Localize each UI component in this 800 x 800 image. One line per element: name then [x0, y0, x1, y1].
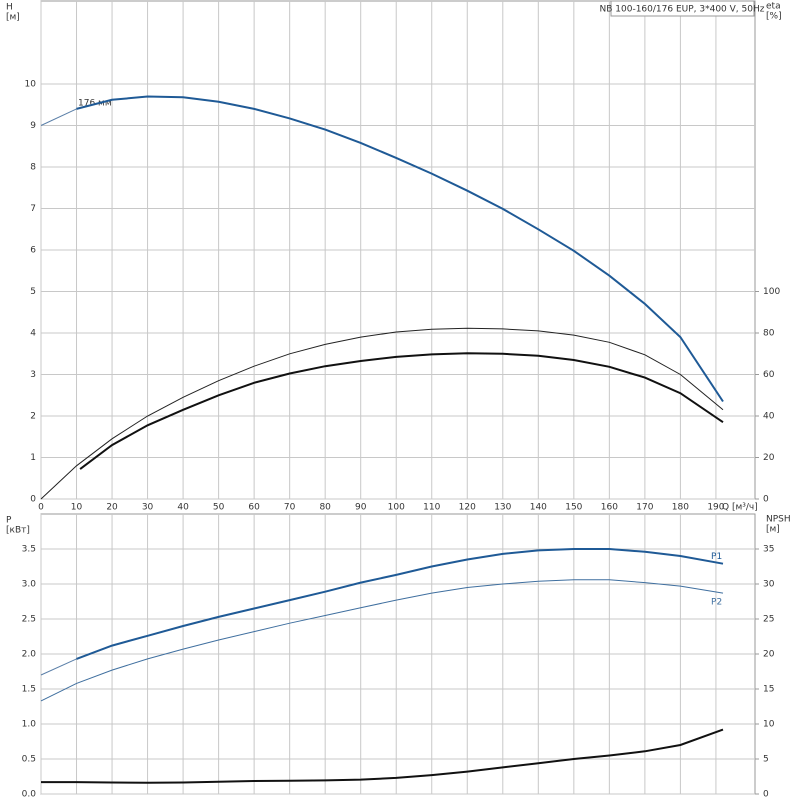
y-tick-label: 4 [30, 329, 36, 339]
series-line [40, 108, 77, 126]
y-axis-unit: [кВт] [6, 526, 30, 536]
y2-axis-unit: [м] [766, 525, 780, 535]
x-tick-label: 110 [423, 503, 440, 513]
series-label: P2 [711, 598, 722, 608]
x-tick-label: 30 [142, 503, 154, 513]
x-tick-label: 60 [248, 503, 260, 513]
x-tick-label: 50 [213, 503, 225, 513]
x-tick-label: 80 [319, 503, 331, 513]
y2-tick-label: 5 [763, 755, 769, 765]
y-tick-label: 2.5 [22, 615, 36, 625]
x-tick-label: 150 [565, 503, 582, 513]
y2-axis-title: eta [766, 2, 781, 12]
y2-tick-label: 0 [763, 495, 769, 505]
x-tick-label: 40 [177, 503, 189, 513]
y-tick-label: 10 [25, 80, 37, 90]
y-tick-label: 2.0 [22, 650, 37, 660]
x-tick-label: 90 [355, 503, 367, 513]
y-tick-label: 9 [30, 121, 36, 131]
y-tick-label: 6 [30, 246, 36, 256]
y2-axis-title: NPSH [766, 515, 791, 525]
x-tick-label: 130 [494, 503, 511, 513]
x-tick-label: 70 [284, 503, 296, 513]
y-axis-title: H [6, 3, 13, 13]
x-tick-label: 0 [38, 503, 44, 513]
y2-tick-label: 15 [763, 685, 774, 695]
y2-tick-label: 80 [763, 329, 775, 339]
x-tick-label: 120 [459, 503, 476, 513]
chart-title: NB 100-160/176 EUP, 3*400 V, 50Hz [600, 5, 765, 15]
x-axis-title: Q [м³/ч] [722, 503, 758, 513]
x-tick-label: 170 [636, 503, 653, 513]
series-line [76, 548, 724, 660]
series-label: P1 [711, 552, 722, 562]
y2-axis-unit: [%] [766, 12, 782, 22]
y2-tick-label: 40 [763, 412, 775, 422]
series-line [76, 95, 724, 403]
series-line [41, 728, 724, 784]
y2-tick-label: 20 [763, 650, 775, 660]
y-tick-label: 2 [30, 412, 36, 422]
x-tick-label: 140 [530, 503, 547, 513]
y-tick-label: 3 [30, 370, 36, 380]
y2-tick-label: 60 [763, 370, 775, 380]
x-tick-label: 20 [106, 503, 118, 513]
series-line [40, 579, 724, 702]
series-line [79, 352, 724, 470]
y2-tick-label: 30 [763, 580, 775, 590]
x-tick-label: 190 [707, 503, 724, 513]
y2-tick-label: 35 [763, 545, 774, 555]
y-tick-label: 8 [30, 163, 36, 173]
y-tick-label: 3.5 [22, 545, 36, 555]
y-tick-label: 0.5 [22, 755, 36, 765]
y-tick-label: 0 [30, 495, 36, 505]
y-tick-label: 0.0 [22, 790, 37, 800]
x-tick-label: 100 [388, 503, 405, 513]
y-tick-label: 3.0 [22, 580, 37, 590]
y2-tick-label: 100 [763, 287, 780, 297]
series-line [40, 327, 724, 500]
y2-tick-label: 20 [763, 453, 775, 463]
y-tick-label: 1 [30, 453, 36, 463]
series-line [40, 658, 77, 676]
y2-tick-label: 0 [763, 790, 769, 800]
y-tick-label: 1.0 [22, 720, 37, 730]
x-tick-label: 10 [71, 503, 83, 513]
y2-tick-label: 10 [763, 720, 775, 730]
y-tick-label: 1.5 [22, 685, 36, 695]
y-tick-label: 7 [30, 204, 36, 214]
x-tick-label: 160 [601, 503, 618, 513]
y-axis-unit: [м] [6, 13, 20, 23]
x-tick-label: 180 [672, 503, 689, 513]
y2-tick-label: 25 [763, 615, 774, 625]
y-axis-title: P [6, 516, 12, 526]
title-box [610, 0, 755, 17]
y-tick-label: 5 [30, 287, 36, 297]
